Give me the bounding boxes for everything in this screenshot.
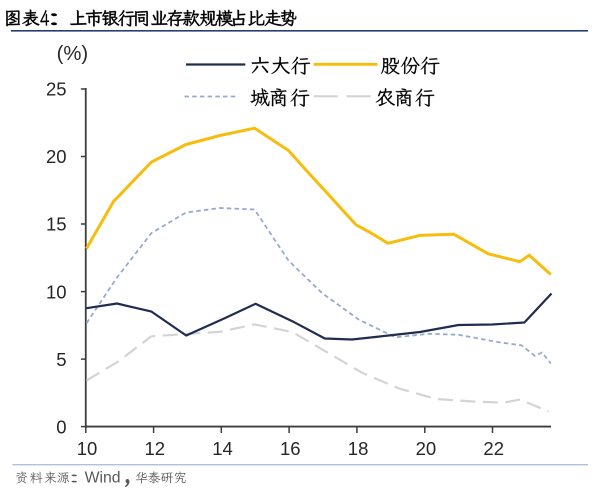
svg-text:20: 20 (46, 146, 67, 167)
svg-text:14: 14 (212, 438, 233, 459)
svg-text:10: 10 (77, 438, 98, 459)
svg-text:16: 16 (280, 438, 301, 459)
svg-text:12: 12 (145, 438, 166, 459)
svg-text:0: 0 (56, 416, 66, 437)
svg-text:22: 22 (483, 438, 504, 459)
svg-text:(%): (%) (57, 43, 89, 65)
svg-text:18: 18 (348, 438, 369, 459)
svg-text:15: 15 (46, 214, 67, 235)
svg-text:20: 20 (416, 438, 437, 459)
svg-text:5: 5 (56, 349, 66, 370)
svg-text:25: 25 (46, 79, 67, 100)
svg-text:10: 10 (46, 281, 67, 302)
svg-text:Wind: Wind (85, 469, 121, 486)
